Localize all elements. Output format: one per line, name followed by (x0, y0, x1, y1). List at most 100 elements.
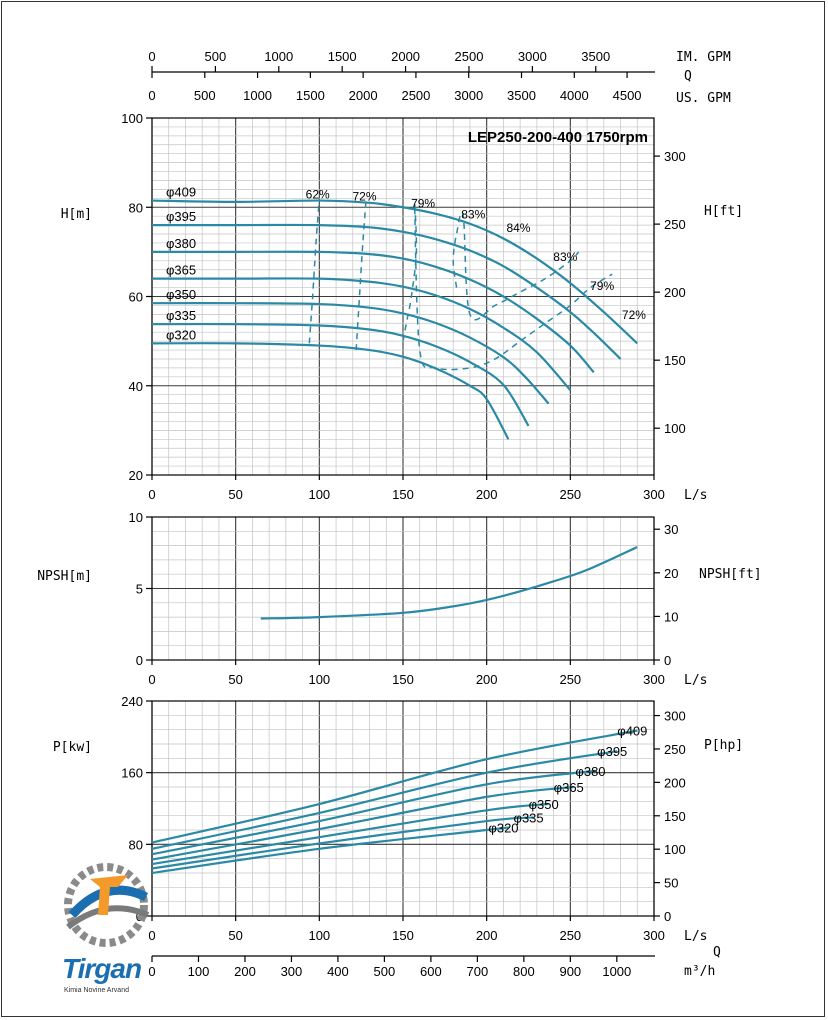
usgpm-tick-label: 2000 (349, 88, 378, 103)
x-tick-label: 300 (643, 928, 665, 943)
x-tick-label: 50 (228, 487, 242, 502)
m3h-tick-label: 1000 (602, 964, 631, 979)
y2-tick-label: 100 (664, 421, 686, 436)
x-tick-label: 200 (476, 487, 498, 502)
m3h-tick-label: 500 (374, 964, 396, 979)
series-line-φ350 (151, 802, 549, 866)
y-tick-label: 80 (129, 837, 143, 852)
series-label: φ335 (514, 810, 544, 825)
x-tick-label: 150 (392, 487, 414, 502)
y-axis-label: H[m] (61, 207, 92, 222)
y2-axis-label: NPSH[ft] (699, 567, 762, 582)
series-label: φ365 (554, 780, 584, 795)
series-line-φ335 (151, 322, 530, 427)
series-line-φ320 (151, 826, 510, 875)
logo-tagline: Kimia Novine Arvand (64, 987, 129, 994)
efficiency-label: 62% (306, 187, 330, 201)
y2-tick-label: 100 (664, 842, 686, 857)
y2-tick-label: 150 (664, 809, 686, 824)
x-tick-label: 300 (643, 672, 665, 687)
series-label: φ350 (166, 287, 196, 302)
m3h-tick-label: 0 (148, 964, 155, 979)
imgpm-tick-label: 1000 (264, 49, 293, 64)
usgpm-tick-label: 2500 (401, 88, 430, 103)
series-label: φ320 (488, 820, 518, 835)
efficiency-label: 83% (553, 250, 577, 264)
y-tick-label: 20 (129, 468, 143, 483)
y2-tick-label: 30 (664, 522, 678, 537)
y2-tick-label: 250 (664, 742, 686, 757)
series-label: φ395 (597, 744, 627, 759)
series-line-φ365 (151, 785, 574, 861)
efficiency-label: 79% (411, 196, 435, 210)
y2-tick-label: 200 (664, 775, 686, 790)
x-tick-label: 50 (228, 672, 242, 687)
x-tick-label: 100 (308, 487, 330, 502)
efficiency-label: 79% (590, 279, 614, 293)
series-line-φ409 (151, 729, 638, 844)
x-tick-label: 250 (559, 672, 581, 687)
y2-tick-label: 50 (664, 876, 678, 891)
x-tick-label: 250 (559, 487, 581, 502)
series-line-φ350 (151, 302, 550, 405)
efficiency-contour (402, 203, 613, 371)
y-tick-label: 80 (129, 200, 143, 215)
usgpm-label: US. GPM (676, 91, 731, 106)
y-tick-label: 5 (136, 582, 143, 597)
usgpm-tick-label: 500 (194, 88, 216, 103)
y2-tick-label: 300 (664, 709, 686, 724)
logo-brand: Tirgan (62, 953, 142, 984)
series-label: φ335 (166, 308, 196, 323)
y2-tick-label: 200 (664, 285, 686, 300)
series-line-φ335 (151, 816, 534, 870)
x-tick-label: 0 (148, 487, 155, 502)
m3h-tick-label: 200 (234, 964, 256, 979)
m3h-tick-label: 300 (281, 964, 303, 979)
series-label: φ380 (166, 236, 196, 251)
bottom-q-label: Q (713, 945, 721, 960)
x-tick-label: 250 (559, 928, 581, 943)
series-line-NPSH (260, 546, 638, 620)
efficiency-label: 83% (461, 207, 485, 221)
imgpm-label: IM. GPM (676, 50, 731, 65)
y-tick-label: 240 (121, 694, 143, 709)
imgpm-tick-label: 0 (148, 49, 155, 64)
series-line-φ380 (151, 769, 596, 856)
x-tick-label: 200 (476, 672, 498, 687)
tirgan-logo: Tirgan Kimia Novine Arvand (52, 857, 160, 997)
y-tick-label: 10 (129, 510, 143, 525)
series-line-φ365 (151, 277, 572, 391)
series-label: φ350 (529, 797, 559, 812)
efficiency-contour (308, 198, 321, 344)
usgpm-tick-label: 3000 (454, 88, 483, 103)
m3h-tick-label: 400 (327, 964, 349, 979)
x-tick-label: 300 (643, 487, 665, 502)
efficiency-label: 72% (622, 308, 646, 322)
m3h-tick-label: 100 (188, 964, 210, 979)
imgpm-tick-label: 2000 (391, 49, 420, 64)
series-line-φ395 (151, 750, 618, 850)
x-tick-label: 100 (308, 672, 330, 687)
usgpm-tick-label: 0 (148, 88, 155, 103)
y2-tick-label: 10 (664, 609, 678, 624)
usgpm-tick-label: 3500 (507, 88, 536, 103)
y-axis-label: P[kw] (53, 740, 92, 755)
imgpm-tick-label: 1500 (328, 49, 357, 64)
usgpm-tick-label: 4500 (613, 88, 642, 103)
m3h-tick-label: 800 (513, 964, 535, 979)
q-label: Q (684, 69, 692, 84)
series-label: φ409 (617, 724, 647, 739)
series-line-φ395 (152, 223, 622, 360)
imgpm-tick-label: 3000 (518, 49, 547, 64)
x-tick-label: 100 (308, 928, 330, 943)
y2-axis-label: H[ft] (704, 204, 743, 219)
m3h-unit: m³/h (684, 964, 715, 979)
y2-tick-label: 0 (664, 909, 671, 924)
x-tick-label: 50 (228, 928, 242, 943)
series-label: φ380 (575, 764, 605, 779)
usgpm-tick-label: 4000 (560, 88, 589, 103)
y-tick-label: 100 (121, 111, 143, 126)
y-tick-label: 60 (129, 290, 143, 305)
